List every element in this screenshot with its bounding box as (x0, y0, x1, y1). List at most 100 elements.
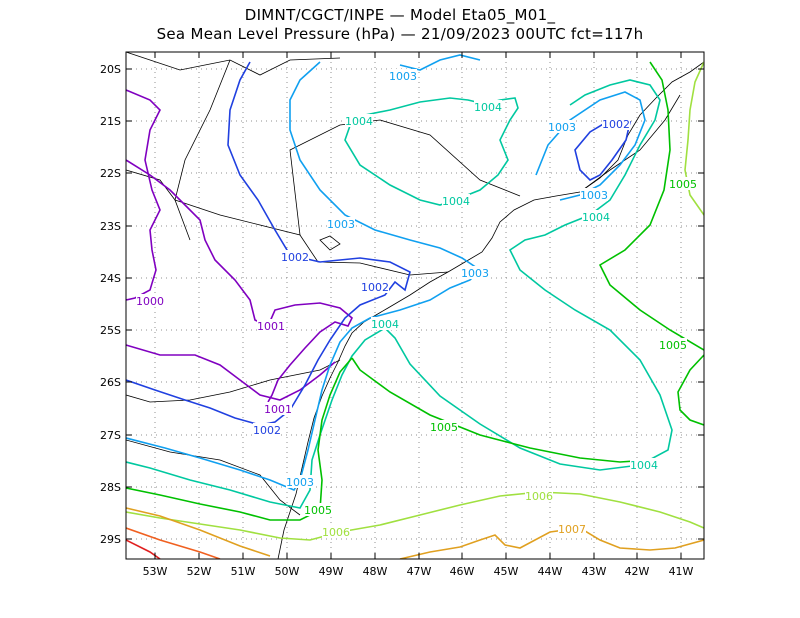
lat-tick-label: 27S (100, 429, 121, 442)
isobar-1002 (126, 61, 411, 426)
lat-tick-label: 20S (100, 63, 121, 76)
contour-label-bg (582, 210, 610, 223)
contour-label: 1003 (286, 476, 314, 489)
lat-tick-label: 22S (100, 167, 121, 180)
contour-label: 1002 (361, 281, 389, 294)
lon-tick-label: 46W (450, 565, 475, 578)
isobar-1001 (126, 344, 336, 401)
contour-label: 1004 (630, 459, 658, 472)
contour-label: 1005 (304, 504, 332, 517)
lon-tick-label: 44W (538, 565, 563, 578)
contour-label: 1004 (442, 195, 470, 208)
contour-label-bg (474, 100, 502, 113)
contour-label: 1002 (281, 251, 309, 264)
isobar-1006 (339, 491, 704, 533)
state-border-3 (126, 169, 191, 241)
isobar-1003 (126, 61, 482, 492)
contour-label: 1004 (582, 211, 610, 224)
contour-label: 1006 (525, 490, 553, 503)
state-border-6 (126, 439, 301, 516)
lon-tick-label: 52W (187, 565, 212, 578)
contour-label-bg (630, 458, 658, 471)
contour-label-bg (136, 294, 164, 307)
isobar-1002 (574, 119, 631, 181)
contour-label-bg (371, 317, 399, 330)
state-border-1 (126, 52, 341, 76)
isobar-1005 (598, 61, 704, 351)
contour-label-bg (304, 503, 332, 516)
isobar-1004 (344, 97, 519, 206)
contour-label: 1001 (264, 403, 292, 416)
contour-label: 1003 (548, 121, 576, 134)
isobar-1006 (684, 61, 704, 216)
state-border-5 (126, 359, 341, 403)
lat-tick-label: 26S (100, 376, 121, 389)
lon-tick-label: 50W (275, 565, 300, 578)
lon-tick-label: 43W (582, 565, 607, 578)
lon-tick-label: 47W (407, 565, 432, 578)
isobar-1008 (126, 527, 221, 559)
lon-tick-label: 45W (494, 565, 519, 578)
lat-tick-label: 23S (100, 220, 121, 233)
contour-label-bg (442, 194, 470, 207)
state-border-2 (174, 59, 449, 276)
isobar-1007 (399, 527, 704, 559)
contour-label: 1003 (389, 70, 417, 83)
map-subtitle: Sea Mean Level Pressure (hPa) — 21/09/20… (156, 25, 644, 43)
contour-label: 1006 (322, 526, 350, 539)
contour-label-bg (322, 525, 350, 538)
contour-label: 1002 (602, 118, 630, 131)
lat-tick-label: 29S (100, 533, 121, 546)
lat-tick-label: 24S (100, 272, 121, 285)
contour-label: 1004 (345, 115, 373, 128)
lat-tick-label: 28S (100, 481, 121, 494)
state-border-4 (289, 119, 521, 236)
isobar-1000 (126, 89, 161, 301)
plot-frame (125, 51, 705, 560)
contour-label-bg (430, 420, 458, 433)
contour-label-bg (659, 338, 687, 351)
contour-label: 1000 (136, 295, 164, 308)
isobar-1006 (126, 511, 341, 541)
contour-label-bg (361, 280, 389, 293)
contour-label-bg (461, 266, 489, 279)
map-title: DIMNT/CGCT/INPE — Model Eta05_M01_ (244, 6, 556, 24)
contour-label: 1004 (474, 101, 502, 114)
contour-label-bg (525, 489, 553, 502)
contour-label-bg (281, 250, 309, 263)
contour-label: 1005 (669, 178, 697, 191)
coastline-and-borders (126, 52, 704, 559)
lon-tick-label: 49W (319, 565, 344, 578)
contour-label-bg (253, 423, 281, 436)
contour-label-bg (558, 522, 586, 535)
contour-label-bg (548, 120, 576, 133)
isobar-1003 (535, 91, 646, 201)
contour-label-bg (286, 475, 314, 488)
contour-label-bg (389, 69, 417, 82)
contour-label-bg (264, 402, 292, 415)
isobar-contours (126, 54, 704, 559)
lon-tick-label: 53W (143, 565, 168, 578)
lat-tick-label: 25S (100, 324, 121, 337)
contour-label: 1003 (461, 267, 489, 280)
contour-label-bg (345, 114, 373, 127)
contour-label-bg (257, 319, 285, 332)
isobar-1001 (126, 159, 353, 403)
contour-label-bg (327, 217, 355, 230)
isobar-1003 (399, 54, 481, 71)
contour-label: 1002 (253, 424, 281, 437)
lon-tick-label: 51W (231, 565, 256, 578)
contour-label: 1004 (371, 318, 399, 331)
contour-label: 1003 (327, 218, 355, 231)
map-axes: 20S 21S 22S 23S 24S 25S 26S 27S 28S 29S 53W 52W 51W 5… (100, 52, 704, 578)
lon-tick-label: 41W (669, 565, 694, 578)
state-border-7 (579, 94, 681, 193)
isobar-1007 (126, 507, 271, 557)
lon-tick-label: 42W (625, 565, 650, 578)
contour-label-bg (669, 177, 697, 190)
isobar-1005 (677, 354, 704, 426)
lon-tick-label: 48W (363, 565, 388, 578)
contour-label: 1007 (558, 523, 586, 536)
contour-label-bg (580, 188, 608, 201)
